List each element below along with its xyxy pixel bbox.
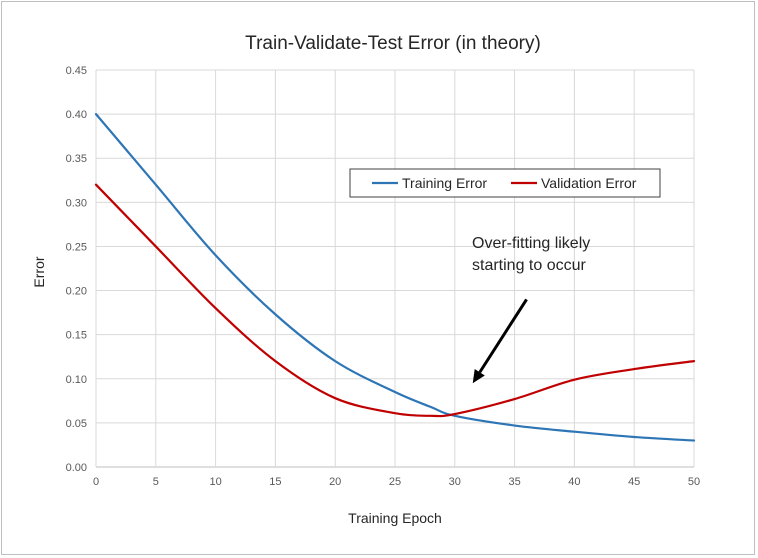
x-tick-label: 0 (93, 476, 99, 488)
y-tick-label: 0.15 (66, 330, 87, 342)
y-tick-label: 0.35 (66, 153, 87, 165)
validation-error-line (94, 183, 696, 418)
x-tick-label: 45 (628, 476, 640, 488)
series-layer (94, 113, 696, 442)
y-tick-label: 0.25 (66, 241, 87, 253)
annotation: Over-fitting likely starting to occur (472, 235, 590, 384)
grid (95, 69, 695, 468)
legend-label-training: Training Error (402, 175, 487, 191)
x-tick-label: 30 (449, 476, 461, 488)
x-tick-label: 20 (329, 476, 341, 488)
x-tick-label: 5 (153, 476, 159, 488)
y-tick-labels: 0.00 0.05 0.10 0.15 0.20 0.25 0.30 0.35 0.40 0.45 (66, 65, 87, 474)
y-tick-label: 0.20 (66, 286, 87, 298)
legend-box (349, 168, 661, 198)
annotation-arrow (478, 298, 528, 374)
x-tick-label: 40 (568, 476, 580, 488)
y-tick-label: 0.45 (66, 65, 87, 77)
y-tick-label: 0.10 (66, 374, 87, 386)
legend-label-validation: Validation Error (541, 175, 637, 191)
x-axis-label: Training Epoch (348, 510, 442, 526)
x-tick-label: 15 (269, 476, 281, 488)
x-tick-labels: 0 5 10 15 20 25 30 35 40 45 50 (93, 476, 700, 488)
y-axis-label: Error (31, 256, 47, 287)
x-tick-label: 35 (508, 476, 520, 488)
x-tick-label: 10 (209, 476, 221, 488)
legend: Training Error Validation Error (349, 168, 661, 198)
annotation-line-2: starting to occur (472, 257, 587, 274)
y-tick-label: 0.30 (66, 197, 87, 209)
chart-title: Train-Validate-Test Error (in theory) (245, 33, 541, 54)
y-tick-label: 0.40 (66, 109, 87, 121)
y-tick-label: 0.05 (66, 418, 87, 430)
annotation-line-1: Over-fitting likely (472, 235, 590, 252)
x-tick-label: 50 (688, 476, 700, 488)
y-tick-label: 0.00 (66, 462, 87, 474)
annotation-arrowhead (472, 369, 485, 384)
training-error-line (94, 113, 696, 442)
x-tick-label: 25 (389, 476, 401, 488)
